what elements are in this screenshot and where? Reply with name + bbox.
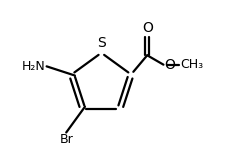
Text: S: S xyxy=(97,36,106,51)
Text: H₂N: H₂N xyxy=(22,60,45,73)
Text: O: O xyxy=(142,21,153,35)
Text: O: O xyxy=(165,58,176,72)
Text: CH₃: CH₃ xyxy=(180,58,203,71)
Text: Br: Br xyxy=(59,133,73,146)
